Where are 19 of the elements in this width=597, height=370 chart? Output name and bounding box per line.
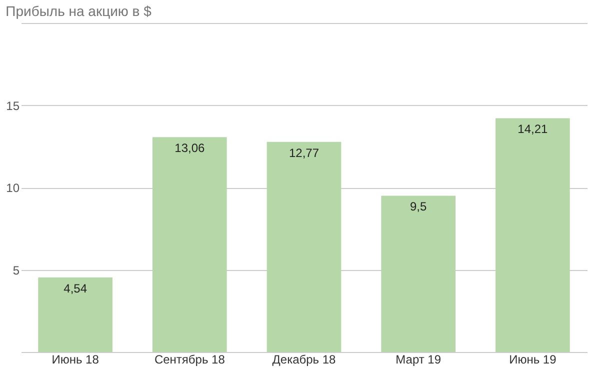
x-tick-label: Март 19 bbox=[396, 352, 442, 366]
bar bbox=[38, 277, 112, 352]
y-tick-label: 15 bbox=[6, 98, 20, 113]
y-tick-label: 5 bbox=[12, 263, 20, 278]
bar bbox=[496, 118, 570, 352]
chart-title: Прибыль на акцию в $ bbox=[6, 3, 152, 19]
data-label: 13,06 bbox=[174, 141, 205, 156]
x-tick-label: Сентябрь 18 bbox=[154, 352, 226, 366]
bar bbox=[266, 142, 342, 352]
data-label: 14,21 bbox=[518, 122, 548, 136]
x-tick-label: Июнь 19 bbox=[509, 352, 557, 366]
bar bbox=[381, 196, 456, 352]
data-label: 12,77 bbox=[288, 146, 320, 160]
x-tick-label: Июнь 18 bbox=[52, 352, 100, 366]
x-tick-label: Декабрь 18 bbox=[272, 352, 336, 366]
y-tick-label: 10 bbox=[6, 181, 20, 195]
bar bbox=[152, 137, 227, 352]
data-label: 9,5 bbox=[410, 200, 428, 214]
data-label: 4,54 bbox=[64, 281, 88, 296]
